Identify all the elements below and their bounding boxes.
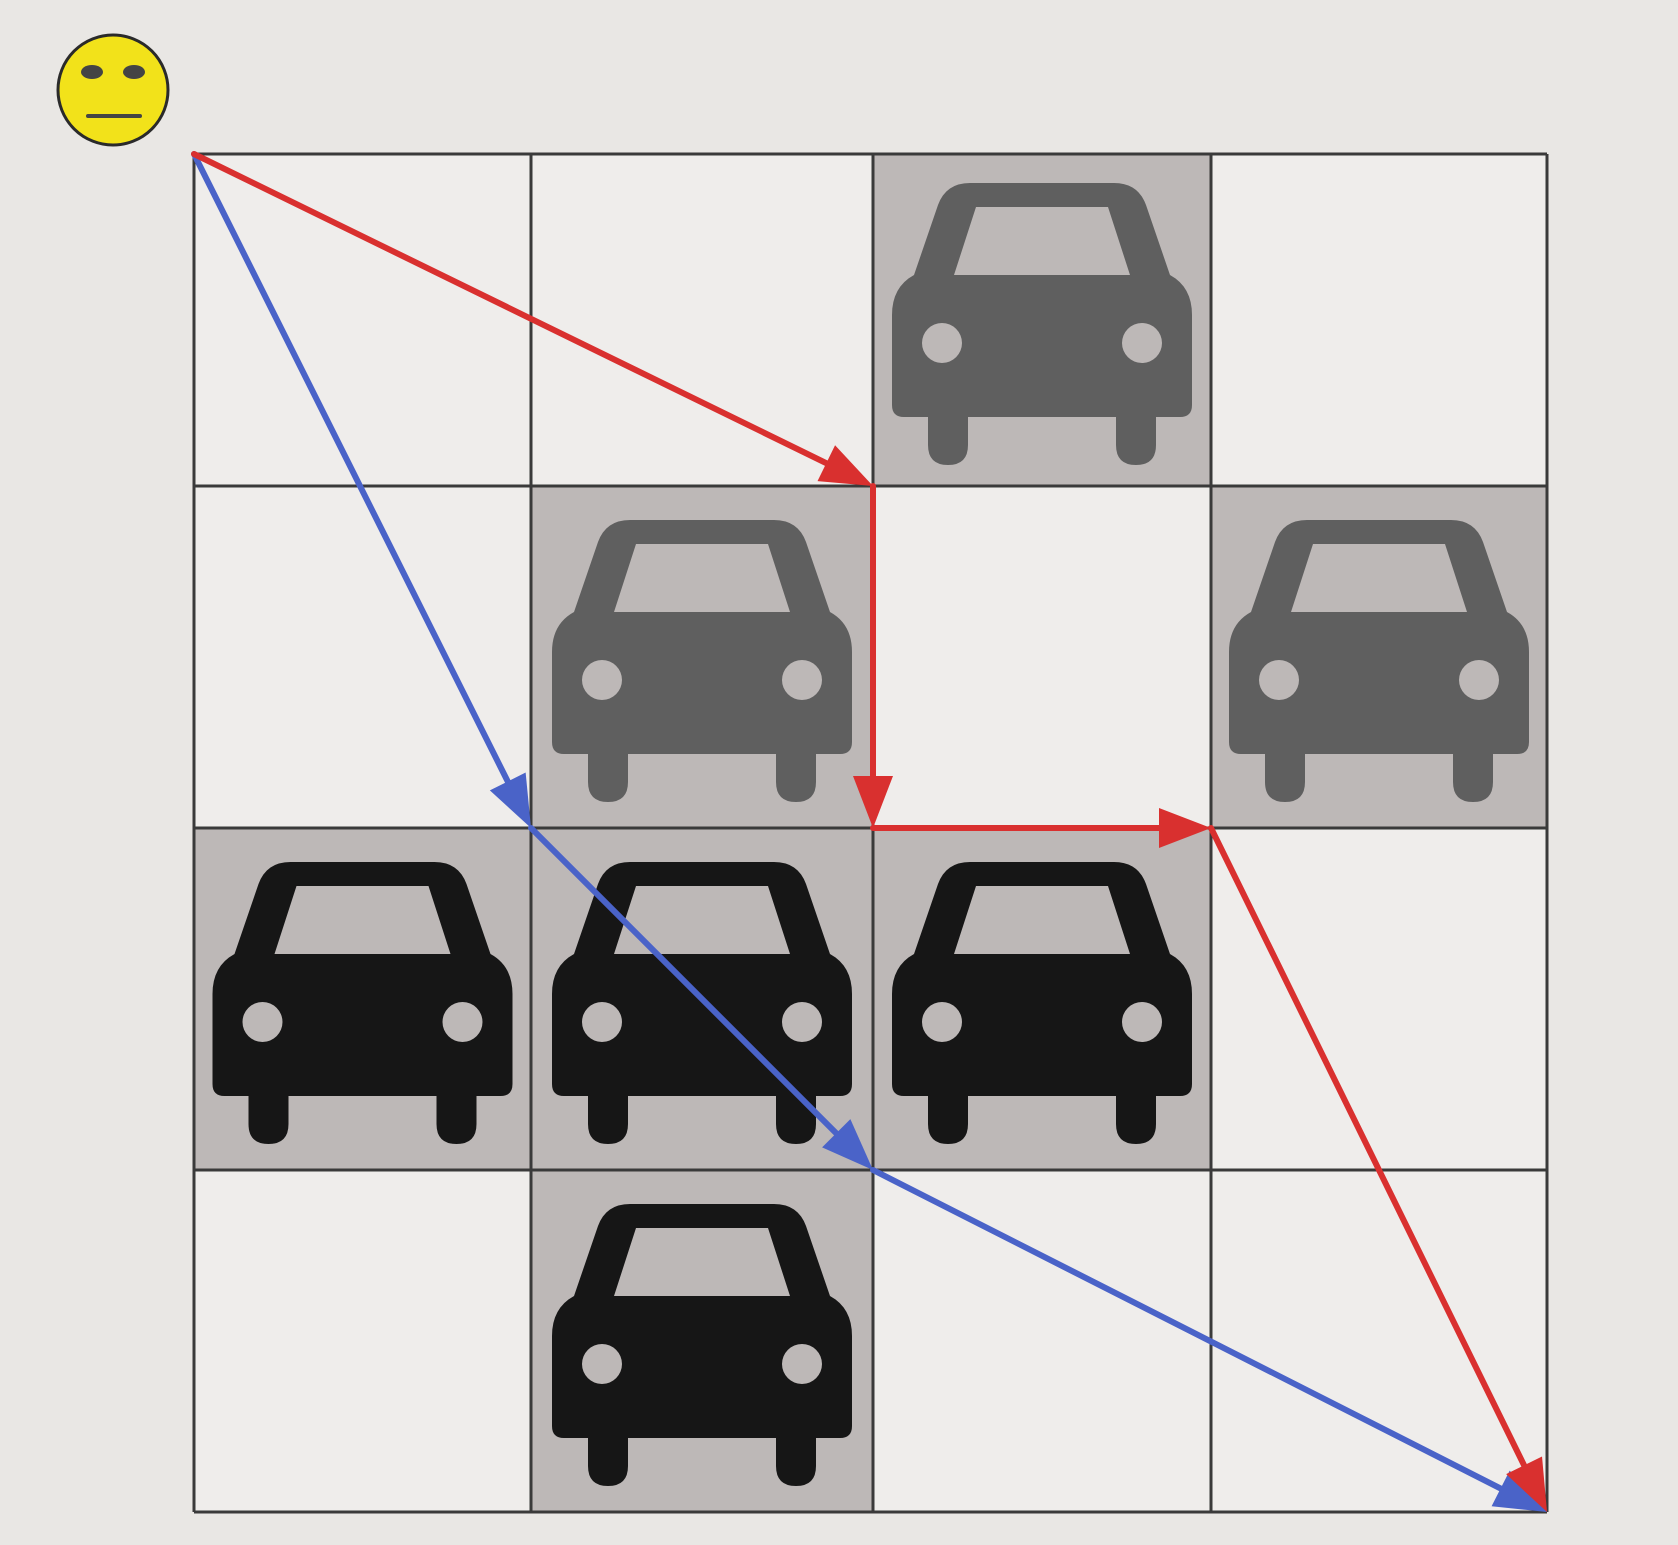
blue-path-segment [528,825,848,1145]
red-arrowhead-icon [1506,1456,1547,1512]
agent-face-icon [56,33,170,147]
paths [191,151,1547,1512]
grid-cell-1-2 [873,486,1211,828]
red-arrowhead-icon [1159,808,1211,848]
blue-arrowhead-icon [1491,1470,1547,1512]
blue-path-segment [870,1167,1515,1497]
grid-cell-3-3 [1211,1170,1547,1512]
grid-cells [194,154,1547,1512]
red-arrowhead-icon [853,776,893,828]
red-path-segment [1208,825,1533,1480]
red-arrowhead-icon [817,445,873,486]
blue-path-segment [191,151,517,796]
red-path [191,151,1547,1512]
blue-arrowhead-icon [489,772,531,828]
grid-cell-3-0 [194,1170,531,1512]
grid-cell-1-0 [194,486,531,828]
grid-cell-0-1 [531,154,873,486]
blue-arrowhead-icon [822,1119,873,1170]
grid-cell-0-0 [194,154,531,486]
grid-cell-0-3 [1211,154,1547,486]
grid-cell-3-2 [873,1170,1211,1512]
grid-cell-2-3 [1211,828,1547,1170]
red-path-segment [191,151,841,472]
blue-path [191,151,1547,1512]
